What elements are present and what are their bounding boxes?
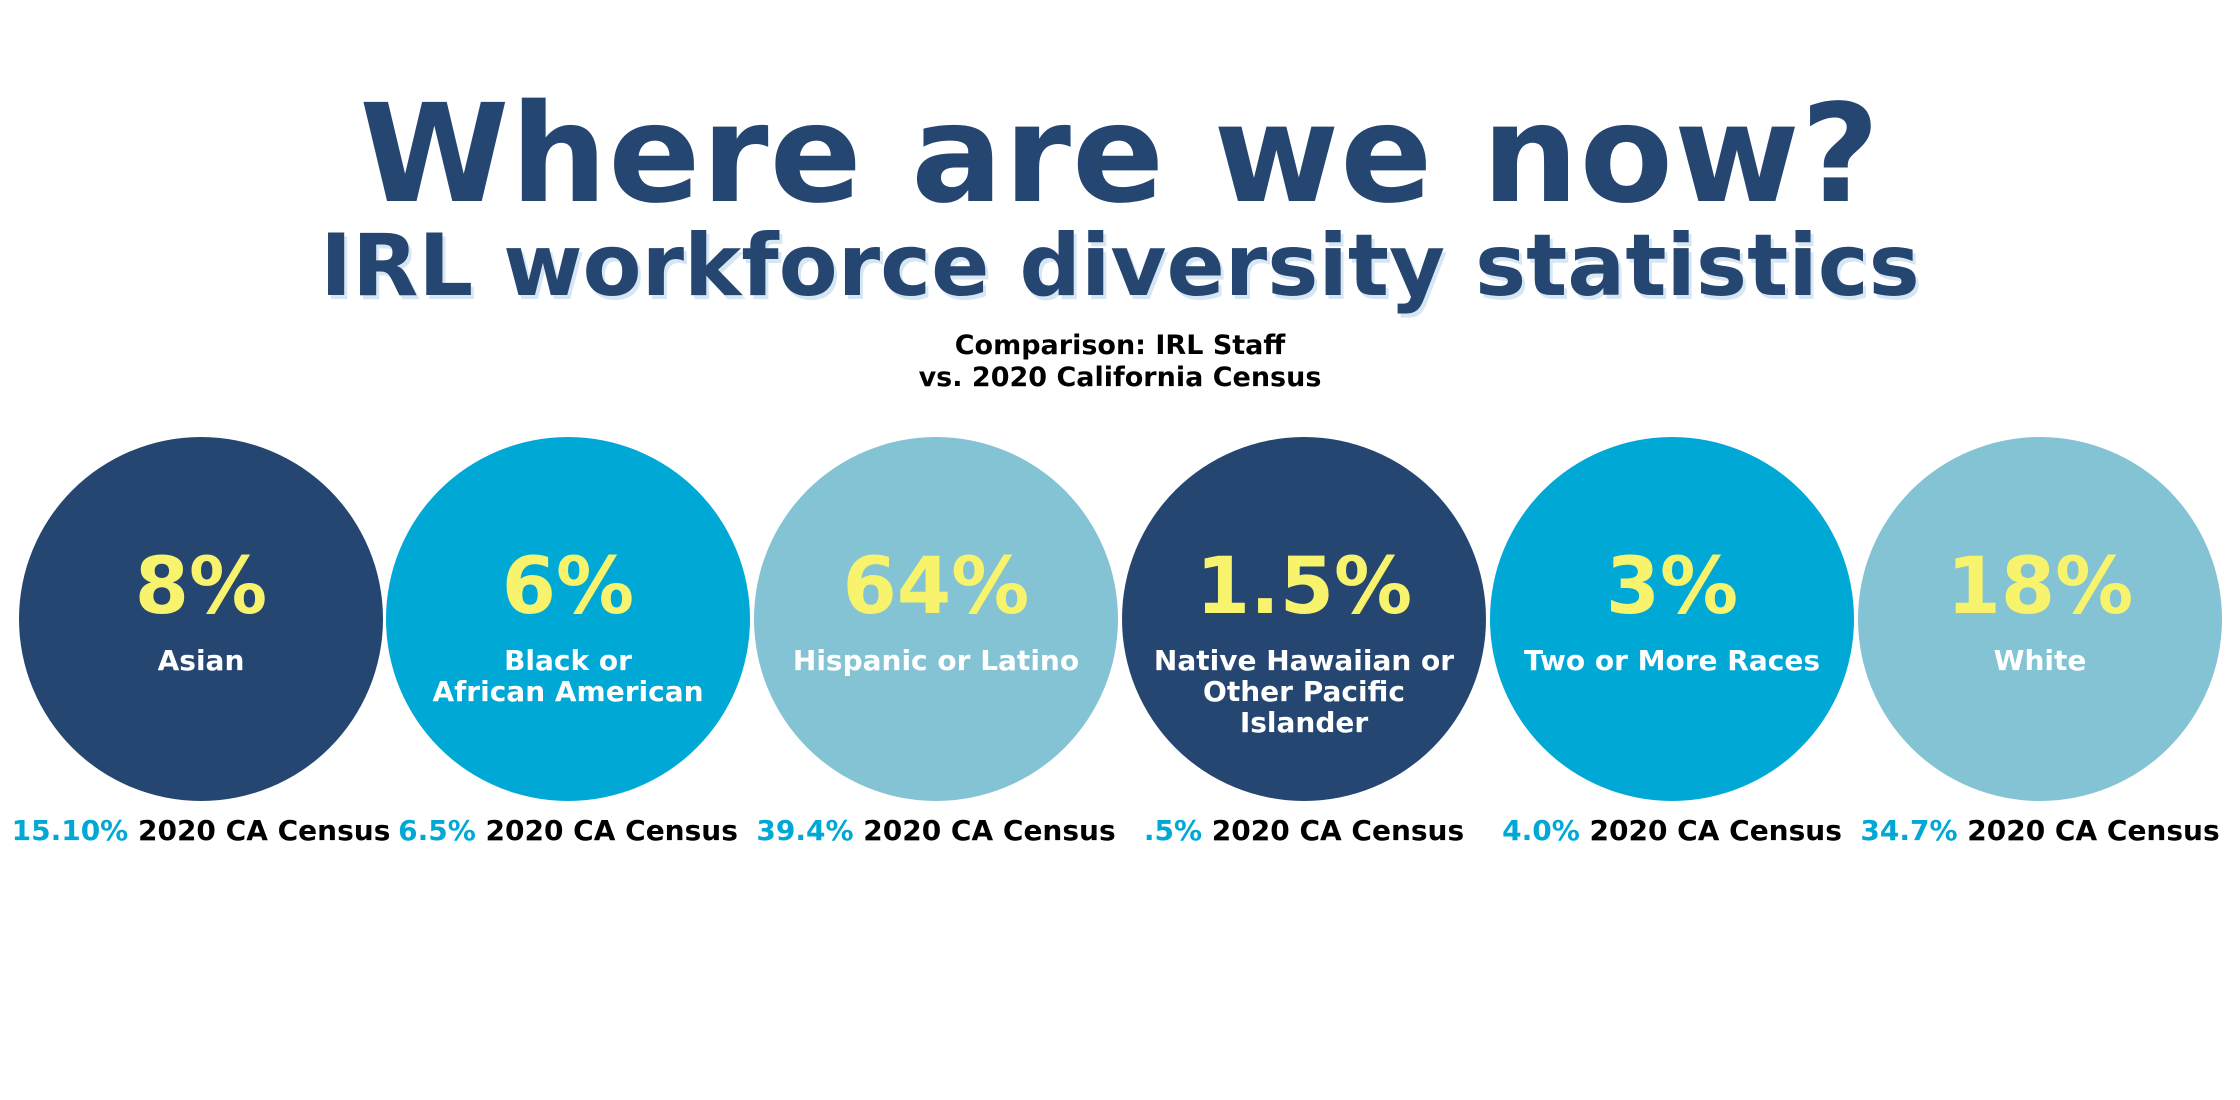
census-value: 15.10%: [11, 814, 129, 847]
census-comparison-pacific-islander: .5% 2020 CA Census: [1104, 814, 1504, 848]
census-comparison-black: 6.5% 2020 CA Census: [368, 814, 768, 848]
stat-label: White: [1858, 645, 2222, 676]
census-value: 6.5%: [398, 814, 476, 847]
stat-label: Hispanic or Latino: [754, 645, 1118, 676]
stat-label-line: Black or: [504, 644, 632, 677]
stat-label-line: White: [1993, 644, 2087, 677]
census-comparison-two-or-more: 4.0% 2020 CA Census: [1472, 814, 1872, 848]
stat-circle-hispanic-or-latino: 64% Hispanic or Latino: [754, 437, 1118, 801]
stat-percent: 8%: [134, 542, 268, 632]
stat-label-line: Islander: [1239, 706, 1369, 739]
census-comparison-asian: 15.10% 2020 CA Census: [1, 814, 401, 848]
stat-label-line: Hispanic or Latino: [792, 644, 1080, 677]
page-title: Where are we now?: [359, 76, 1881, 234]
stat-label-line: Two or More Races: [1523, 644, 1821, 677]
stat-percent: 64%: [842, 542, 1030, 632]
stat-label-line: Native Hawaiian or: [1153, 644, 1455, 677]
stat-circle-white: 18% White: [1858, 437, 2222, 801]
stat-label: Black or African American: [386, 645, 750, 707]
stat-circle-asian: 8% Asian: [19, 437, 383, 801]
stat-label-line: African American: [432, 675, 704, 708]
census-comparison-hispanic: 39.4% 2020 CA Census: [736, 814, 1136, 848]
stat-percent: 6%: [501, 542, 635, 632]
census-label: 2020 CA Census: [128, 814, 391, 847]
stat-percent: 18%: [1946, 542, 2134, 632]
stat-label-line: Other Pacific: [1203, 675, 1405, 708]
stat-circle-black-or-african-american: 6% Black or African American: [386, 437, 750, 801]
stat-percent: 1.5%: [1195, 542, 1413, 632]
census-value: 39.4%: [756, 814, 854, 847]
census-label: 2020 CA Census: [1579, 814, 1842, 847]
census-value: .5%: [1143, 814, 1203, 847]
stat-percent: 3%: [1605, 542, 1739, 632]
stat-label: Asian: [19, 645, 383, 676]
stat-label: Two or More Races: [1490, 645, 1854, 676]
census-label: 2020 CA Census: [475, 814, 738, 847]
stat-circle-native-hawaiian-pacific-islander: 1.5% Native Hawaiian or Other Pacific Is…: [1122, 437, 1486, 801]
census-value: 34.7%: [1860, 814, 1958, 847]
page-subtitle: IRL workforce diversity statistics: [320, 216, 1920, 316]
comparison-caption: Comparison: IRL Staff vs. 2020 Californi…: [0, 330, 2240, 394]
stat-label-line: Asian: [157, 644, 245, 677]
stat-label: Native Hawaiian or Other Pacific Islande…: [1122, 645, 1486, 738]
stat-circle-two-or-more-races: 3% Two or More Races: [1490, 437, 1854, 801]
comparison-line-1: Comparison: IRL Staff: [954, 330, 1286, 361]
census-comparison-white: 34.7% 2020 CA Census: [1840, 814, 2240, 848]
census-value: 4.0%: [1502, 814, 1580, 847]
comparison-line-2: vs. 2020 California Census: [918, 362, 1322, 393]
census-label: 2020 CA Census: [1202, 814, 1465, 847]
census-label: 2020 CA Census: [1957, 814, 2220, 847]
census-label: 2020 CA Census: [853, 814, 1116, 847]
